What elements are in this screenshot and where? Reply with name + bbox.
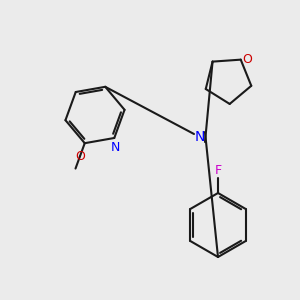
Text: N: N <box>111 141 120 154</box>
Text: N: N <box>195 130 205 144</box>
Text: O: O <box>243 53 253 66</box>
Text: O: O <box>75 150 85 163</box>
Text: F: F <box>214 164 222 177</box>
